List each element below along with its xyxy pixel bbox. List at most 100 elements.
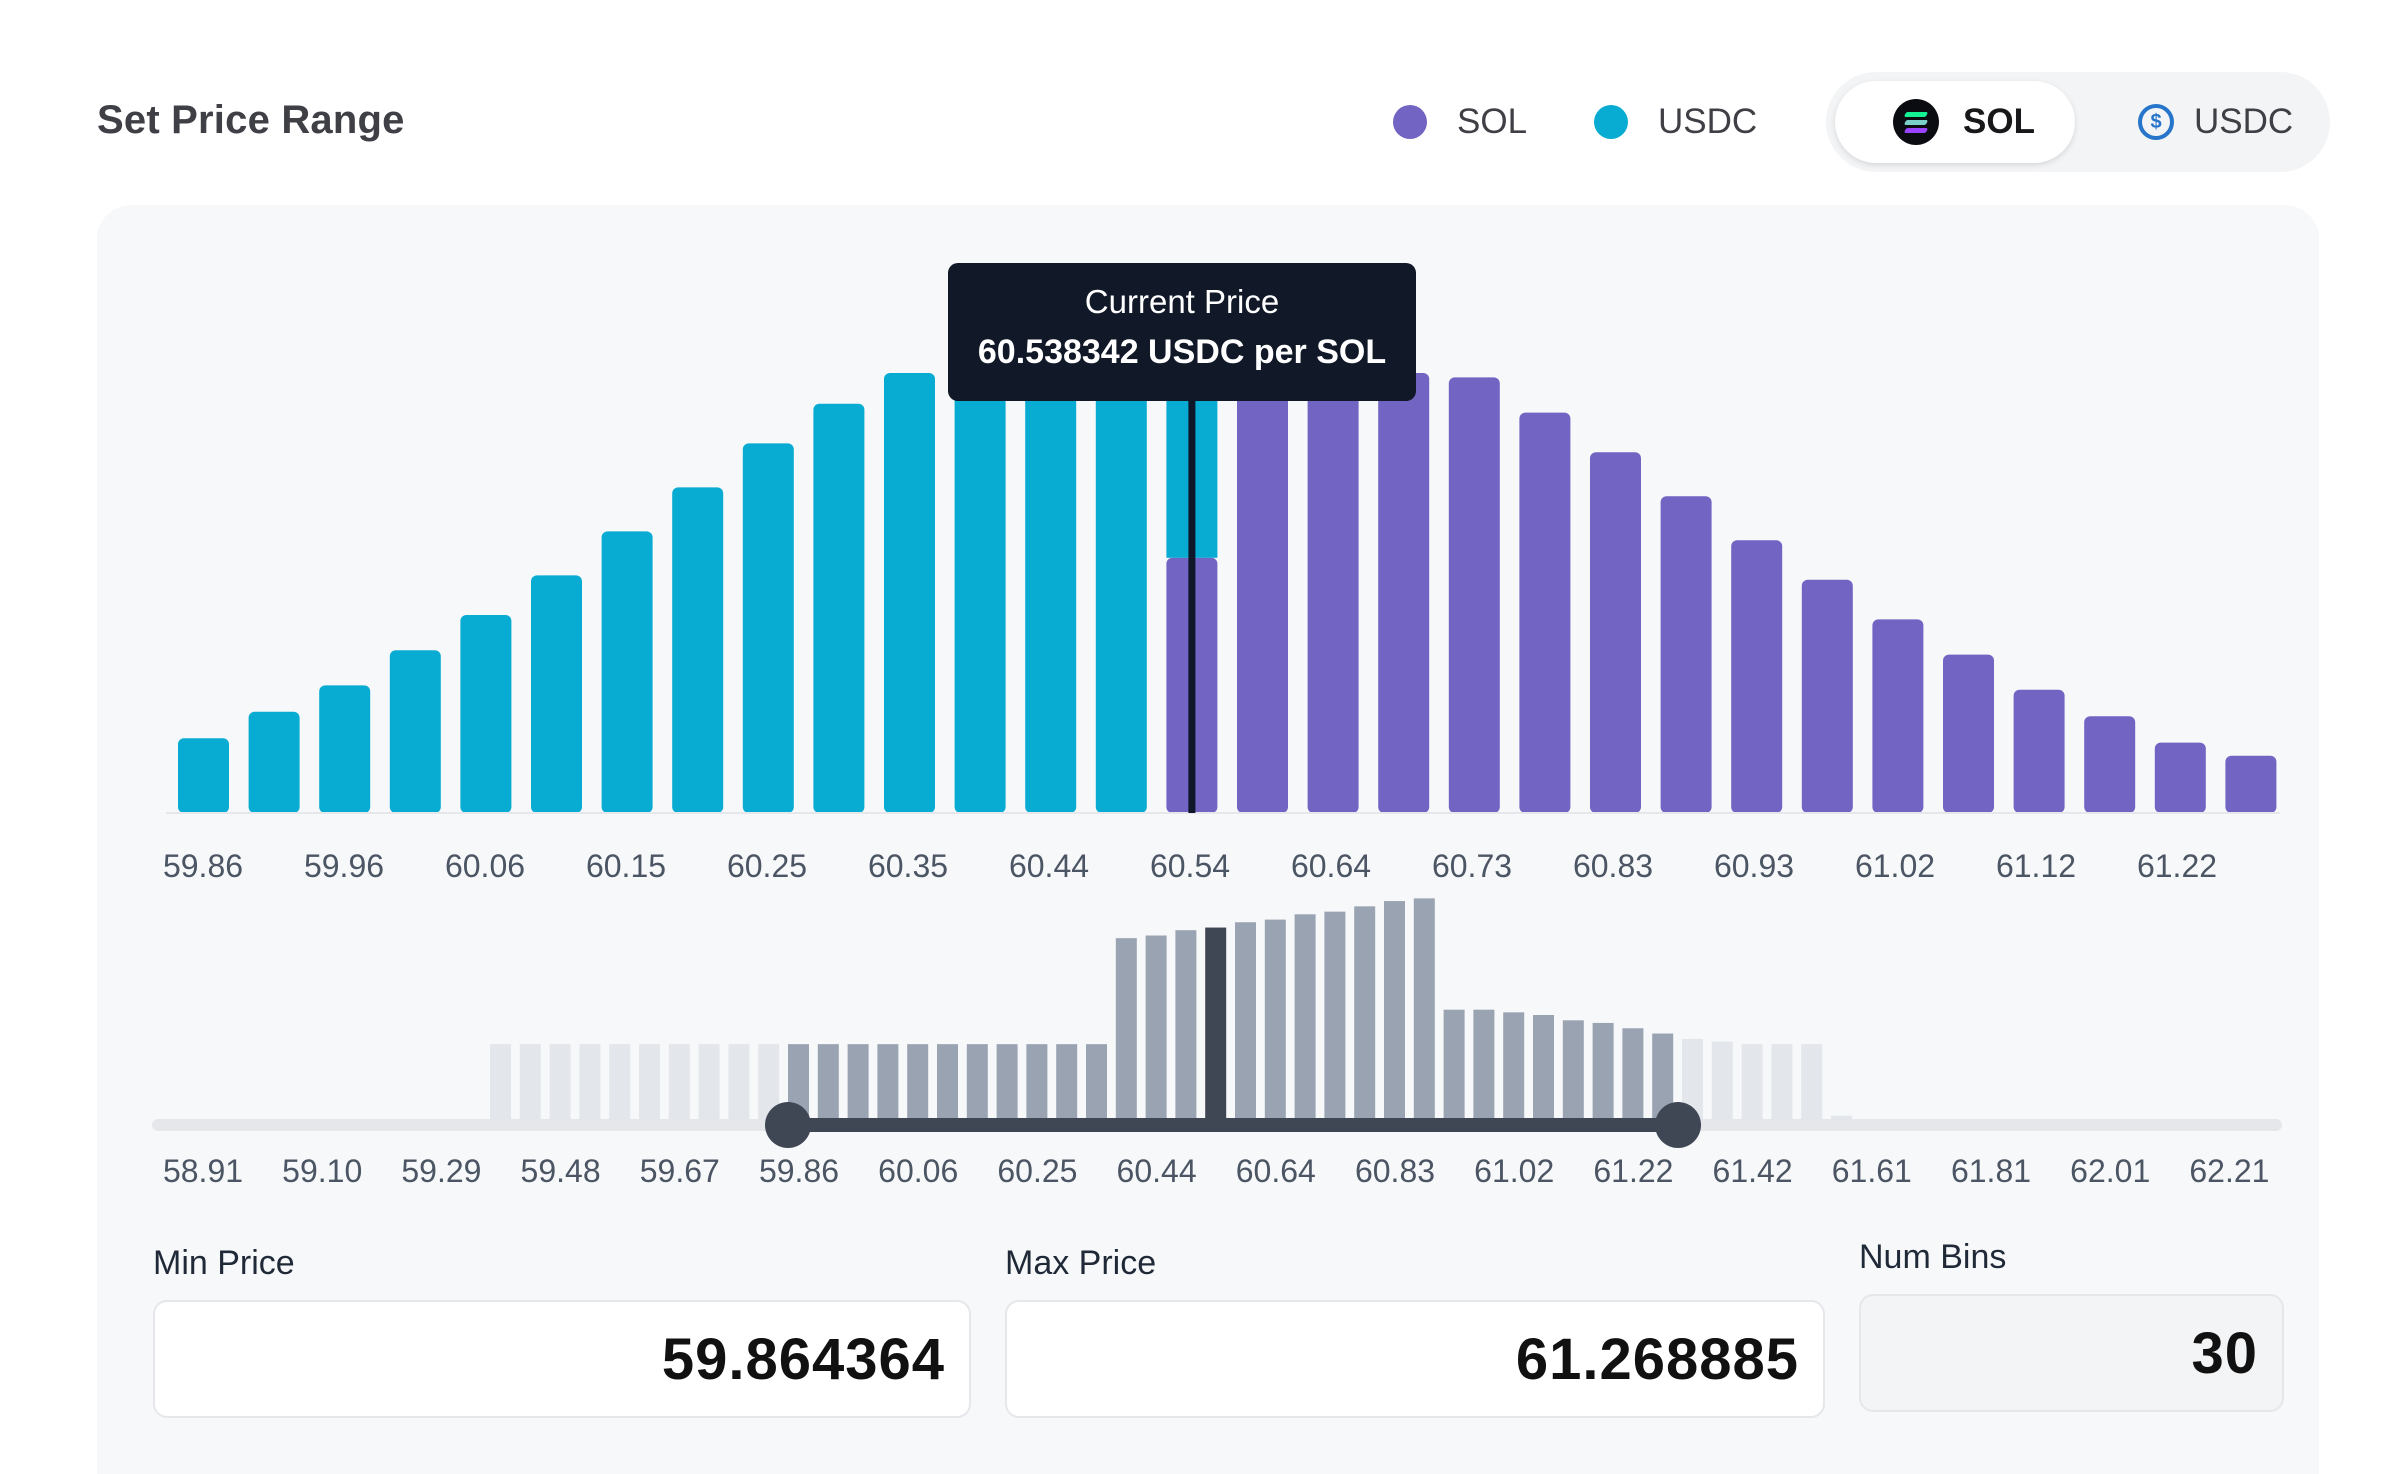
overview-bar-37 <box>1592 1022 1614 1121</box>
max-price-input[interactable]: 61.268885 <box>1005 1300 1825 1418</box>
overview-tick-label: 60.25 <box>997 1153 1077 1189</box>
overview-bar-7 <box>698 1044 720 1121</box>
overview-tick-label: 60.06 <box>878 1153 958 1189</box>
overview-bar-17 <box>996 1044 1018 1121</box>
overview-tick-label: 59.10 <box>282 1153 362 1189</box>
max-price-label: Max Price <box>1005 1244 1157 1282</box>
overview-bar-20 <box>1086 1044 1107 1121</box>
bar-sol-28 <box>2154 742 2206 813</box>
overview-tick-label: 60.44 <box>1117 1153 1197 1189</box>
bar-usdc-11 <box>954 373 1006 813</box>
x-tick-label: 60.35 <box>868 848 948 884</box>
toggle-option-usdc[interactable]: $ USDC <box>2116 81 2326 163</box>
overview-bar-40 <box>1682 1038 1703 1121</box>
overview-bar-13 <box>877 1044 899 1121</box>
overview-tick-label: 61.81 <box>1951 1153 2031 1189</box>
overview-bar-24 <box>1205 927 1227 1121</box>
x-tick-label: 60.25 <box>727 848 807 884</box>
overview-bar-29 <box>1354 906 1376 1121</box>
overview-tick-label: 59.67 <box>640 1153 720 1189</box>
x-tick-label: 60.54 <box>1150 848 1230 884</box>
overview-bar-27 <box>1294 914 1316 1121</box>
bar-usdc-0 <box>178 738 229 813</box>
x-tick-label: 61.12 <box>1996 848 2076 884</box>
overview-bar-19 <box>1056 1044 1078 1121</box>
overview-bar-26 <box>1264 919 1286 1121</box>
overview-bar-0 <box>490 1044 511 1121</box>
x-tick-label: 61.02 <box>1855 848 1935 884</box>
legend-label-sol: SOL <box>1457 102 1528 141</box>
tooltip-value: 60.538342 USDC per SOL <box>977 333 1387 371</box>
overview-bar-33 <box>1473 1009 1495 1121</box>
min-price-input[interactable]: 59.864364 <box>153 1300 971 1418</box>
bar-sol-20 <box>1590 452 1641 813</box>
overview-tick-label: 60.64 <box>1236 1153 1316 1189</box>
bar-sol-21 <box>1660 496 1712 813</box>
overview-bar-6 <box>668 1044 690 1121</box>
overview-tick-label: 60.83 <box>1355 1153 1435 1189</box>
bar-sol-27 <box>2084 716 2136 813</box>
bar-usdc-12 <box>1025 373 1077 813</box>
overview-bar-14 <box>907 1044 929 1121</box>
x-tick-label: 60.44 <box>1009 848 1089 884</box>
overview-tick-label: 61.42 <box>1713 1153 1793 1189</box>
overview-bar-1 <box>519 1044 541 1121</box>
toggle-label-sol: SOL <box>1963 102 2035 141</box>
x-tick-label: 60.93 <box>1714 848 1794 884</box>
slider-handle-min[interactable] <box>765 1102 811 1148</box>
x-tick-label: 60.64 <box>1291 848 1371 884</box>
overview-bar-10 <box>788 1044 809 1121</box>
bar-sol-16 <box>1307 373 1359 813</box>
x-tick-label: 59.96 <box>304 848 384 884</box>
usdc-legend-dot <box>1594 105 1628 139</box>
overview-tick-label: 61.61 <box>1832 1153 1912 1189</box>
bar-usdc-8 <box>742 443 794 813</box>
legend-item-usdc: USDC <box>1594 98 1757 146</box>
overview-bar-8 <box>728 1044 750 1121</box>
overview-bar-9 <box>758 1044 780 1121</box>
legend-label-usdc: USDC <box>1658 102 1758 141</box>
overview-bar-3 <box>579 1044 601 1121</box>
overview-tick-label: 59.48 <box>521 1153 601 1189</box>
bar-usdc-4 <box>460 615 512 813</box>
toggle-label-usdc: USDC <box>2194 102 2294 141</box>
bar-sol-29 <box>2225 755 2277 813</box>
overview-bar-38 <box>1622 1028 1644 1121</box>
x-tick-label: 60.06 <box>445 848 525 884</box>
overview-bar-36 <box>1562 1020 1584 1121</box>
x-tick-label: 60.83 <box>1573 848 1653 884</box>
slider-handle-max[interactable] <box>1655 1102 1701 1148</box>
overview-tick-label: 59.86 <box>759 1153 839 1189</box>
bar-sol-18 <box>1448 377 1500 813</box>
overview-bar-32 <box>1443 1009 1465 1121</box>
num-bins-label: Num Bins <box>1859 1238 2007 1276</box>
x-tick-label: 60.73 <box>1432 848 1512 884</box>
bar-usdc-9 <box>813 403 865 813</box>
overview-bar-21 <box>1115 938 1137 1121</box>
overview-tick-label: 62.01 <box>2070 1153 2150 1189</box>
num-bins-input: 30 <box>1859 1294 2284 1412</box>
x-tick-label: 61.22 <box>2137 848 2217 884</box>
overview-bar-45 <box>1831 1115 1852 1121</box>
toggle-option-sol[interactable]: SOL <box>1835 81 2075 163</box>
x-tick-label: 59.86 <box>163 848 243 884</box>
overview-bar-23 <box>1175 930 1197 1121</box>
overview-bar-43 <box>1771 1044 1793 1121</box>
token-toggle: SOL $ USDC <box>1826 72 2330 172</box>
slider-selected-range <box>788 1118 1678 1132</box>
tooltip-title: Current Price <box>1084 283 1280 320</box>
overview-bar-28 <box>1324 911 1346 1121</box>
bar-usdc-3 <box>389 650 441 813</box>
overview-tick-label: 61.22 <box>1593 1153 1673 1189</box>
overview-bar-44 <box>1801 1044 1823 1121</box>
overview-tick-label: 62.21 <box>2189 1153 2269 1189</box>
overview-tick-label: 58.91 <box>163 1153 243 1189</box>
overview-bar-16 <box>966 1044 988 1121</box>
overview-bar-35 <box>1533 1015 1554 1121</box>
overview-tick-label: 61.02 <box>1474 1153 1554 1189</box>
overview-bar-42 <box>1741 1044 1763 1121</box>
min-price-label: Min Price <box>153 1244 295 1282</box>
bar-usdc-2 <box>319 685 371 813</box>
